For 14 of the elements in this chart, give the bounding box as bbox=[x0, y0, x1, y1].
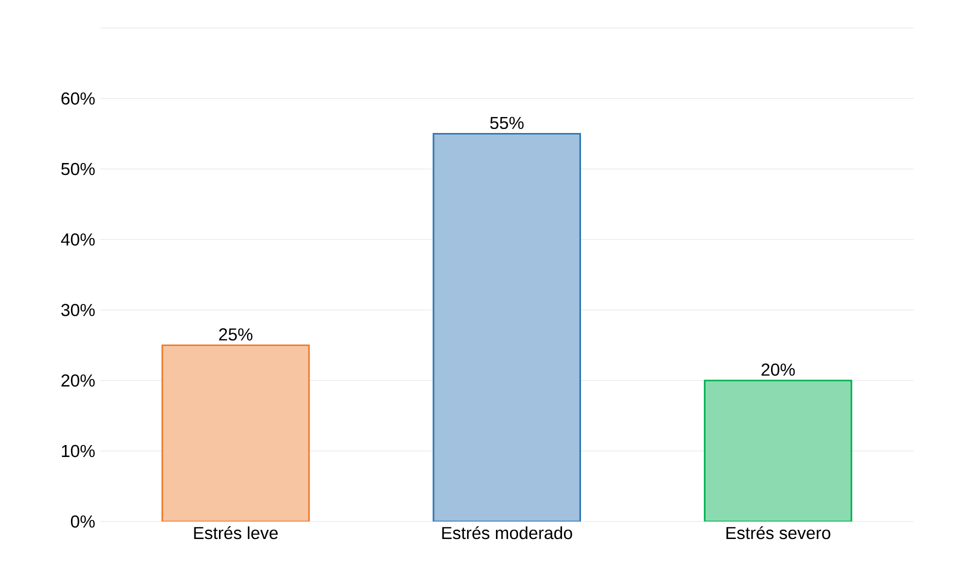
y-tick-label: 20% bbox=[62, 374, 95, 387]
data-label: 55% bbox=[490, 117, 524, 130]
y-tick-label: 30% bbox=[61, 304, 95, 316]
bar bbox=[432, 133, 582, 522]
x-tick-label: Estrés severo bbox=[726, 526, 830, 540]
y-tick-label: 10% bbox=[62, 445, 95, 458]
data-label: 20% bbox=[762, 364, 795, 376]
y-tick-label: 50% bbox=[61, 163, 95, 176]
y-tick-label: 60% bbox=[62, 92, 95, 105]
data-label: 25% bbox=[219, 328, 252, 341]
x-tick-label: Estrés moderado bbox=[442, 526, 572, 540]
y-tick-label: 0% bbox=[70, 516, 95, 528]
y-tick-label: 40% bbox=[61, 234, 95, 246]
x-tick-label: Estrés leve bbox=[194, 526, 278, 540]
